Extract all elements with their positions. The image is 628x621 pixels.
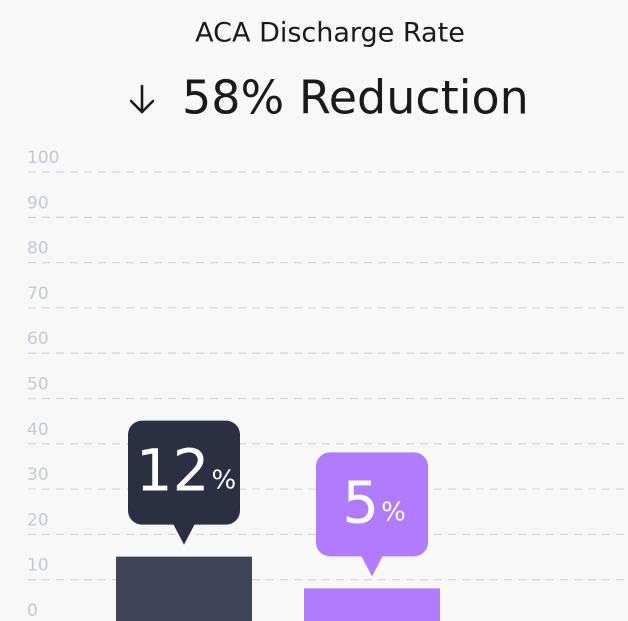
value-number: 5	[342, 468, 379, 536]
y-tick-label: 90	[27, 193, 49, 213]
value-unit: %	[212, 465, 237, 495]
arrow-head	[129, 99, 155, 114]
y-tick-label: 30	[27, 465, 49, 485]
callout-box	[128, 420, 240, 525]
chart-title: ACA Discharge Rate	[195, 18, 465, 49]
value-label: 12%	[136, 437, 237, 505]
down-arrow	[129, 84, 155, 114]
y-tick-label: 20	[27, 510, 49, 530]
value-callout: 5%	[316, 452, 428, 577]
value-label: 5%	[342, 468, 406, 536]
y-tick-label: 80	[27, 239, 49, 259]
y-tick-label: 10	[27, 556, 49, 576]
y-tick-label: 70	[27, 284, 49, 304]
y-tick-label: 50	[27, 375, 49, 395]
bar	[116, 556, 252, 621]
value-unit: %	[381, 497, 406, 527]
callout-pointer	[173, 523, 195, 545]
y-tick-label: 40	[27, 420, 49, 440]
y-tick-label: 60	[27, 329, 49, 349]
y-tick-label: 0	[27, 601, 38, 621]
value-number: 12	[136, 437, 210, 505]
callout-box	[316, 452, 428, 557]
bar	[304, 588, 440, 621]
y-tick-label: 100	[27, 148, 59, 168]
callout-pointer	[361, 555, 383, 577]
value-callout: 12%	[128, 420, 240, 545]
chart-subtitle: 58% Reduction	[182, 71, 529, 125]
